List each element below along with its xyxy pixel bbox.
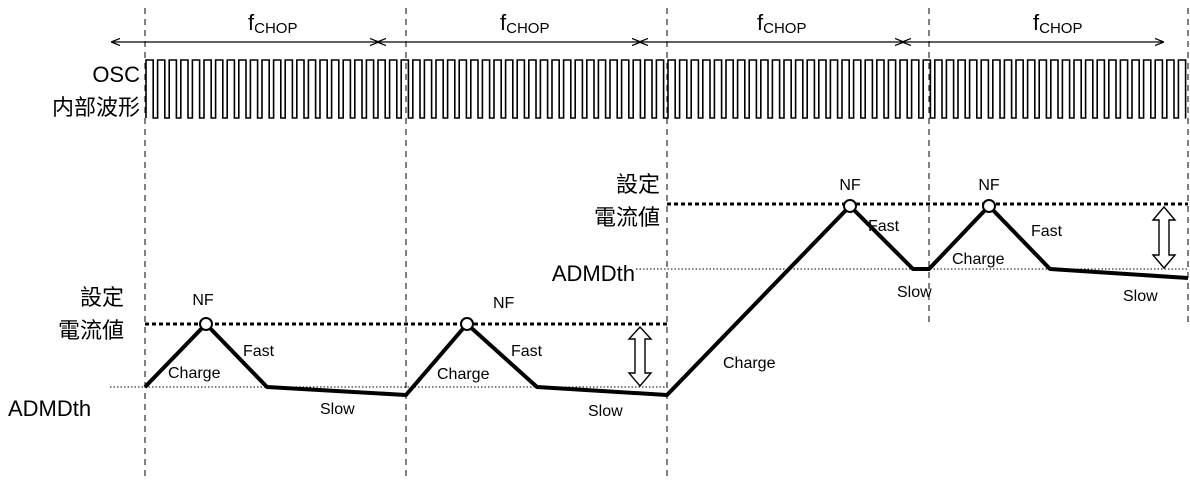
- hysteresis-arrows: [627, 205, 1177, 388]
- fchop-label: fCHOP: [248, 10, 297, 37]
- nf-label: NF: [839, 177, 861, 194]
- fast-label: Fast: [1031, 223, 1063, 240]
- nf-label: NF: [192, 292, 214, 309]
- fchop-label: fCHOP: [500, 10, 549, 37]
- charge-label: Charge: [168, 365, 221, 382]
- slow-label: Slow: [897, 284, 932, 301]
- charge-label: Charge: [952, 251, 1005, 268]
- osc-sublabel: 内部波形: [52, 95, 140, 120]
- threshold-lines: [110, 268, 1188, 388]
- nf-label: NF: [493, 295, 515, 312]
- fchop-label: fCHOP: [757, 10, 806, 37]
- setting-current-label: 設定: [80, 285, 124, 310]
- slow-label: Slow: [320, 401, 355, 418]
- osc-waveform: [145, 59, 1187, 119]
- slow-label: Slow: [588, 403, 623, 420]
- nf-label: NF: [978, 177, 1000, 194]
- admdth-label: ADMDth: [552, 261, 635, 286]
- setting-current-label: 設定: [616, 172, 660, 197]
- nf-circle: [460, 317, 474, 331]
- setting-current-label: 電流値: [594, 205, 660, 230]
- charge-label: Charge: [437, 366, 490, 383]
- slow-label: Slow: [1123, 288, 1158, 305]
- charge-label: Charge: [723, 355, 776, 372]
- double-arrow-icon: [1151, 205, 1177, 270]
- nf-markers: [199, 199, 996, 331]
- fchop-label: fCHOP: [1033, 10, 1082, 37]
- admdth-label: ADMDth: [8, 396, 91, 421]
- fast-label: Fast: [243, 343, 275, 360]
- chop-boundary-lines: [144, 8, 1189, 478]
- fast-label: Fast: [868, 218, 900, 235]
- double-arrow-icon: [627, 325, 653, 388]
- setting-current-label: 電流値: [58, 318, 124, 343]
- osc-label: OSC: [92, 62, 140, 87]
- fast-label: Fast: [511, 343, 543, 360]
- nf-circle: [843, 199, 857, 213]
- nf-circle: [982, 199, 996, 213]
- nf-circle: [199, 317, 213, 331]
- setting-lines: [145, 202, 1188, 326]
